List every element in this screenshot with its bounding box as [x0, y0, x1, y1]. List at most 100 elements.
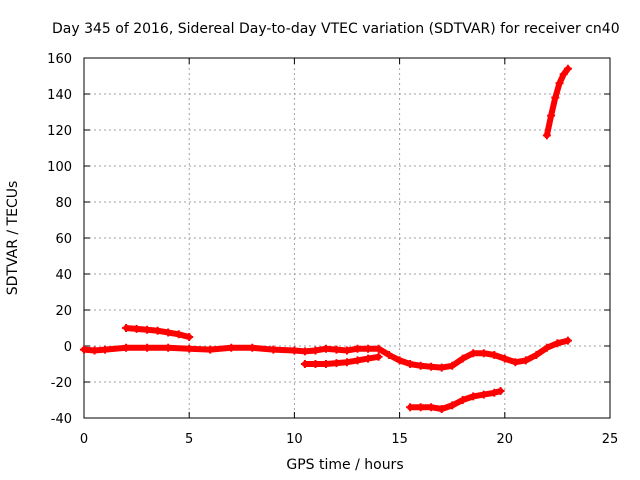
data-point: [353, 344, 362, 353]
y-axis-label: SDTVAR / TECUs: [5, 181, 21, 296]
series-arc-early: [122, 324, 194, 341]
data-point: [532, 351, 541, 359]
x-axis-ticks: 0 5 10 15 20 25: [80, 58, 618, 447]
data-point: [90, 346, 99, 355]
series-arc-low: [406, 387, 505, 413]
data-point: [416, 361, 425, 370]
x-tick-label: 10: [286, 432, 303, 447]
data-point: [300, 347, 309, 356]
data-point: [311, 360, 320, 368]
data-point: [521, 356, 530, 365]
data-point: [448, 401, 457, 410]
data-point: [143, 343, 152, 352]
data-point: [364, 354, 373, 363]
series-arc-high: [542, 64, 572, 140]
data-point: [395, 356, 404, 365]
x-tick-label: 0: [80, 432, 88, 447]
chart-title: Day 345 of 2016, Sidereal Day-to-day VTE…: [52, 21, 620, 37]
data-point: [406, 403, 415, 412]
data-point: [551, 93, 560, 102]
data-point: [547, 111, 556, 120]
data-point: [164, 343, 173, 352]
data-point: [174, 330, 183, 339]
y-tick-label: 120: [47, 124, 72, 139]
data-point: [416, 403, 425, 412]
y-tick-label: 160: [47, 52, 72, 67]
x-tick-label: 15: [391, 432, 408, 447]
y-tick-label: -40: [51, 412, 72, 427]
data-point: [300, 360, 309, 368]
y-tick-label: 80: [55, 196, 72, 211]
data-point: [353, 356, 362, 365]
data-point: [332, 345, 341, 354]
y-tick-label: 100: [47, 160, 72, 175]
y-tick-label: 60: [55, 232, 72, 247]
data-point: [132, 324, 141, 333]
data-point: [437, 405, 446, 413]
x-tick-label: 20: [497, 432, 514, 447]
data-point: [332, 359, 341, 368]
x-axis-label: GPS time / hours: [286, 457, 403, 473]
x-tick-label: 25: [602, 432, 619, 447]
data-point: [364, 344, 373, 353]
data-point: [511, 358, 520, 367]
x-tick-label: 5: [185, 432, 193, 447]
data-point: [559, 70, 568, 79]
data-point: [542, 343, 551, 352]
data-point: [563, 336, 572, 345]
data-point: [427, 403, 436, 412]
y-tick-label: 0: [64, 340, 72, 355]
data-point: [542, 131, 551, 140]
data-point: [479, 390, 488, 399]
data-point: [490, 351, 499, 359]
y-tick-label: 20: [55, 304, 72, 319]
data-point: [469, 349, 478, 358]
data-point: [185, 333, 194, 341]
data-point: [321, 344, 330, 353]
y-tick-label: 140: [47, 88, 72, 103]
series-line: [543, 65, 571, 139]
data-point: [343, 346, 351, 355]
data-point: [143, 325, 152, 334]
data-point: [101, 345, 110, 354]
data-point: [448, 361, 457, 370]
data-point: [269, 345, 278, 354]
data-point: [479, 349, 488, 358]
data-point: [437, 363, 446, 372]
data-point: [122, 343, 131, 352]
data-point: [385, 351, 394, 359]
y-tick-label: -20: [51, 376, 72, 391]
data-point: [500, 354, 509, 363]
data-point: [553, 339, 562, 348]
data-point: [321, 360, 330, 368]
data-point: [227, 343, 236, 352]
series-arc-main: [80, 336, 572, 372]
data-point: [185, 344, 194, 353]
data-point: [311, 346, 320, 355]
data-point: [469, 392, 478, 401]
series-arc-mid: [300, 352, 383, 368]
data-point: [153, 326, 162, 335]
data-point: [206, 345, 215, 354]
data-point: [122, 324, 131, 332]
series-line: [407, 388, 504, 412]
data-point: [343, 358, 351, 367]
data-point: [374, 344, 383, 353]
data-point: [248, 343, 257, 352]
data-point: [427, 362, 436, 371]
data-point: [458, 396, 467, 404]
data-point: [555, 79, 564, 88]
data-series: [80, 64, 572, 413]
data-point: [164, 328, 173, 337]
data-point: [458, 354, 467, 363]
y-tick-label: 40: [55, 268, 72, 283]
y-axis-ticks: -40 -20 0 20 40 60 80 100 120 140 160: [47, 52, 610, 427]
data-point: [80, 345, 88, 354]
data-point: [374, 352, 383, 361]
data-point: [290, 346, 299, 355]
data-point: [490, 388, 499, 397]
data-point: [563, 64, 572, 73]
data-point: [496, 387, 505, 395]
data-point: [406, 360, 415, 368]
